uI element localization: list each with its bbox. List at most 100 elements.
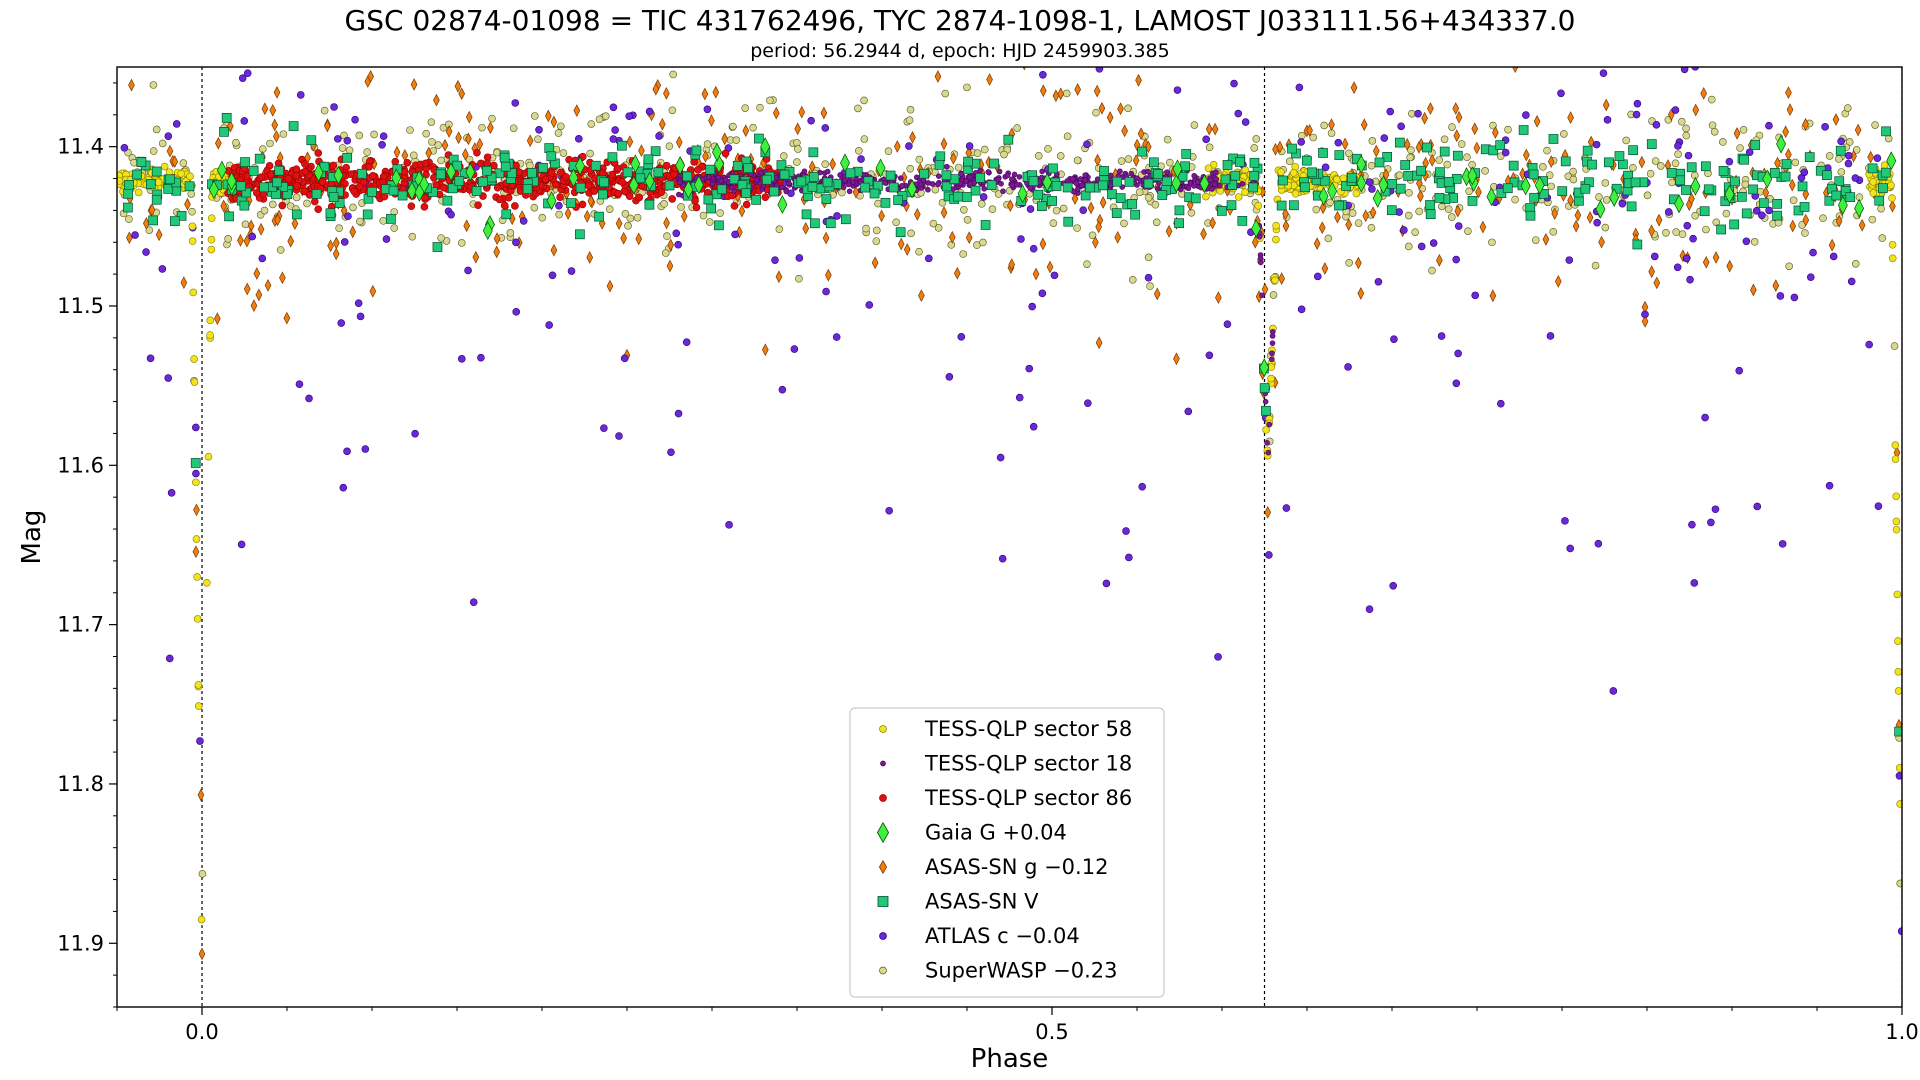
point-asas-sn-v-63	[941, 170, 952, 181]
point-tess-qlp-sector-58-374	[1892, 525, 1901, 534]
point-tess-qlp-sector-86-675	[421, 159, 430, 168]
point-superwasp-0-23-224	[906, 164, 915, 173]
point-atlas-c-0-04-237	[258, 254, 267, 263]
point-asas-sn-v-409	[1730, 176, 1740, 187]
point-asas-sn-g-0-12-344	[897, 237, 905, 251]
point-asas-sn-g-0-12-16	[1492, 126, 1499, 139]
point-superwasp-0-23-541	[409, 151, 418, 160]
point-atlas-c-0-04-63	[620, 354, 629, 363]
point-asas-sn-v-253	[682, 171, 693, 182]
point-tess-qlp-sector-18-316	[1073, 180, 1079, 186]
point-gaia-g-0-04-36	[1327, 181, 1338, 201]
point-superwasp-0-23-478	[1852, 146, 1861, 154]
point-tess-qlp-sector-86-401	[500, 201, 509, 210]
point-asas-sn-g-0-12-68	[1341, 137, 1349, 151]
point-asas-sn-g-0-12-47	[1074, 83, 1081, 96]
point-asas-sn-g-0-12-354	[291, 217, 299, 231]
point-asas-sn-v-260	[1560, 156, 1571, 167]
point-asas-sn-v-306	[888, 182, 899, 193]
point-asas-sn-g-0-12-352	[441, 138, 449, 152]
point-tess-qlp-sector-86-407	[511, 202, 519, 210]
point-superwasp-0-23-434	[1835, 155, 1843, 163]
point-superwasp-0-23-54	[1146, 282, 1154, 290]
point-asas-sn-v-48	[1124, 177, 1135, 187]
point-asas-sn-v-168	[1626, 201, 1637, 212]
point-asas-sn-g-0-12-417	[1788, 178, 1796, 192]
point-atlas-c-0-04-137	[1752, 206, 1761, 215]
point-tess-qlp-sector-18-481	[899, 182, 905, 189]
point-tess-qlp-sector-86-637	[495, 195, 504, 204]
point-asas-sn-v-57	[1341, 181, 1351, 191]
point-asas-sn-g-0-12-363	[742, 124, 750, 138]
point-atlas-c-0-04-269	[1144, 273, 1153, 282]
point-superwasp-0-23-589	[1144, 253, 1153, 262]
point-asas-sn-g-0-12-95	[1372, 144, 1380, 158]
point-superwasp-0-23-145	[534, 135, 542, 143]
point-asas-sn-v-179	[989, 158, 1000, 169]
point-asas-sn-v-150	[1628, 145, 1638, 156]
point-gaia-g-0-04-14	[1886, 151, 1897, 171]
point-superwasp-0-23-485	[977, 200, 986, 208]
point-tess-qlp-sector-18-119	[1011, 171, 1018, 178]
point-tess-qlp-sector-86-299	[662, 161, 671, 170]
point-asas-sn-g-0-12-129	[1039, 237, 1047, 251]
point-asas-sn-v-390	[151, 166, 162, 177]
point-asas-sn-g-0-12-244	[986, 73, 993, 86]
point-asas-sn-g-0-12-72	[1191, 41, 1197, 52]
point-asas-sn-v-34	[1701, 161, 1711, 172]
point-asas-sn-g-0-12-362	[903, 243, 911, 256]
point-superwasp-0-23-509	[621, 210, 630, 218]
point-gaia-g-0-04-49	[875, 158, 886, 178]
point-asas-sn-v-212	[1443, 176, 1454, 187]
point-tess-qlp-sector-18-505	[1134, 175, 1140, 181]
point-superwasp-0-23-598	[268, 200, 277, 209]
point-tess-qlp-sector-58-143	[204, 452, 213, 461]
point-asas-sn-g-0-12-219	[1598, 235, 1605, 249]
point-asas-sn-v-1	[1781, 159, 1792, 169]
point-superwasp-0-23-318	[1662, 228, 1670, 237]
point-tess-qlp-sector-18-516	[958, 171, 964, 177]
point-superwasp-0-23-396	[1741, 180, 1750, 189]
point-superwasp-0-23-72	[379, 217, 388, 225]
point-atlas-c-0-04-16	[411, 429, 419, 438]
point-superwasp-0-23-182	[1463, 153, 1471, 162]
point-atlas-c-0-04-210	[832, 333, 841, 341]
point-tess-qlp-sector-18-331	[1213, 176, 1220, 182]
point-asas-sn-g-0-12-395	[702, 149, 709, 163]
point-asas-sn-v-217	[808, 147, 819, 158]
point-tess-qlp-sector-18-306	[1027, 185, 1034, 191]
point-tess-qlp-sector-58-400	[1888, 194, 1896, 202]
y-tick-label-3: 11.7	[57, 613, 104, 637]
point-tess-qlp-sector-86-618	[292, 171, 301, 180]
point-atlas-c-0-04-142	[1837, 137, 1845, 146]
point-superwasp-0-23-574	[320, 106, 329, 115]
point-tess-qlp-sector-86-463	[552, 181, 560, 189]
point-asas-sn-v-224	[1318, 148, 1328, 158]
point-atlas-c-0-04-134	[535, 125, 543, 134]
point-tess-qlp-sector-86-506	[439, 183, 448, 192]
point-superwasp-0-23-76	[1444, 205, 1453, 213]
point-asas-sn-v-324	[650, 146, 661, 157]
point-tess-qlp-sector-18-422	[1082, 172, 1089, 178]
point-tess-qlp-sector-58-347	[1289, 169, 1298, 177]
point-atlas-c-0-04-202	[822, 287, 830, 296]
point-atlas-c-0-04-103	[1122, 527, 1130, 535]
point-superwasp-0-23-568	[232, 138, 240, 147]
point-superwasp-0-23-177	[1367, 161, 1376, 170]
point-gaia-g-0-04-8	[575, 156, 585, 176]
point-tess-qlp-sector-18-511	[1185, 185, 1192, 192]
point-atlas-c-0-04-182	[1618, 199, 1627, 208]
point-atlas-c-0-04-212	[1025, 364, 1034, 373]
point-asas-sn-v-414	[1422, 142, 1432, 153]
point-superwasp-0-23-212	[668, 106, 677, 115]
point-asas-sn-v-31	[274, 165, 285, 176]
point-gaia-g-0-04-4	[1259, 358, 1270, 378]
point-atlas-c-0-04-10	[998, 554, 1007, 563]
point-superwasp-0-23-567	[241, 220, 250, 229]
point-tess-qlp-sector-18-475	[1079, 182, 1085, 189]
point-superwasp-0-23-542	[795, 274, 803, 283]
point-superwasp-0-23-260	[1124, 155, 1133, 163]
point-tess-qlp-sector-18-457	[995, 176, 1001, 183]
point-tess-qlp-sector-86-596	[547, 169, 556, 177]
point-superwasp-0-23-406	[703, 140, 712, 148]
